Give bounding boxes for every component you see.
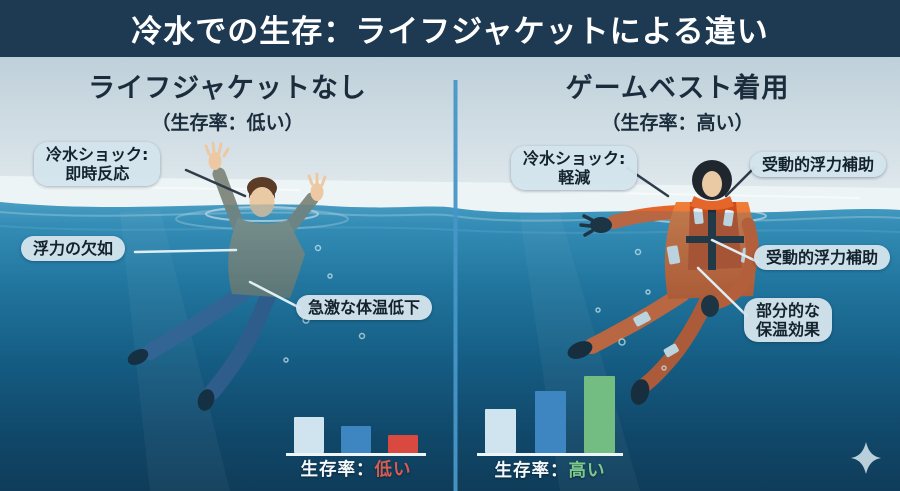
right-panel-heading: ゲームベスト着用 （生存率：高い）: [455, 66, 900, 135]
survival-bar: [485, 409, 516, 453]
life-vest-person-illustration: [567, 160, 759, 405]
survival-caption-low: 生存率：低い: [280, 456, 432, 481]
survival-chart-low: [286, 417, 426, 456]
callout-cold-shock: 冷水ショック: 即時反応: [34, 142, 161, 187]
title-banner: 冷水での生存：ライフジャケットによる違い: [0, 0, 900, 57]
caption-prefix: 生存率：: [300, 460, 375, 480]
bubbles: [283, 244, 667, 371]
callout-no-buoyancy: 浮力の欠如: [21, 236, 126, 262]
sparkle-icon: [851, 442, 881, 474]
main-title: 冷水での生存：ライフジャケットによる違い: [131, 14, 769, 50]
survival-bar: [388, 435, 418, 453]
survival-bar: [534, 391, 566, 453]
right-heading-text: ゲームベスト着用: [565, 73, 790, 104]
caption-value-high: 高い: [568, 461, 606, 481]
drowning-person-illustration: [127, 141, 327, 411]
callout-lines: [133, 166, 760, 318]
callout-passive-buoyancy-2: 受動的浮力補助: [754, 245, 891, 271]
caption-prefix: 生存率：: [494, 461, 569, 481]
survival-bar: [294, 417, 324, 453]
right-subheading-text: （生存率：高い）: [601, 112, 754, 134]
left-heading-text: ライフジャケットなし: [88, 73, 367, 104]
survival-bar: [584, 376, 615, 453]
survival-bar: [341, 426, 371, 453]
callout-rapid-heat-loss: 急激な体温低下: [296, 295, 433, 321]
survival-chart-high: [477, 376, 623, 456]
survival-caption-high: 生存率：高い: [471, 457, 629, 482]
underwater-tint: [0, 202, 900, 491]
caption-value-low: 低い: [374, 460, 412, 480]
left-panel-heading: ライフジャケットなし （生存率：低い）: [0, 66, 455, 135]
callout-passive-buoyancy-1: 受動的浮力補助: [750, 152, 887, 178]
callout-partial-insulation: 部分的な 保温効果: [744, 298, 833, 343]
callout-cold-shock-reduced: 冷水ショック: 軽減: [511, 146, 638, 191]
left-subheading-text: （生存率：低い）: [151, 112, 304, 134]
